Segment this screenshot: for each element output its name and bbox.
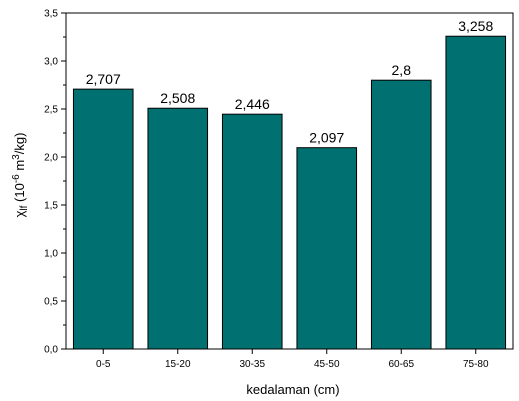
y-tick-label: 1,5 [44, 201, 58, 212]
x-tick-label: 75-80 [463, 359, 489, 370]
x-tick-label: 0-5 [96, 359, 111, 370]
bars: 2,707 2,508 2,446 2,097 2,8 3,258 [72, 18, 507, 350]
x-tick-label: 15-20 [165, 359, 191, 370]
x-tick-label: 45-50 [314, 359, 340, 370]
bar [445, 35, 507, 350]
y-tick-label: 2,5 [44, 105, 58, 116]
bar-value-label: 2,707 [86, 71, 121, 87]
y-tick-label: 3,5 [44, 9, 58, 20]
y-tick-label: 0,5 [44, 297, 58, 308]
y-axis-ticks: 0,0 0,5 1,0 1,5 2,0 2,5 3,0 3,5 [44, 9, 66, 356]
y-tick-label: 1,0 [44, 249, 58, 260]
x-axis-title: kedalaman (cm) [246, 382, 339, 397]
y-axis-title: χlf (10-6 m3/kg) [11, 133, 30, 218]
bar-value-label: 2,8 [392, 62, 412, 78]
plot-frame [65, 12, 514, 350]
bar-value-label: 2,508 [160, 90, 195, 106]
x-tick-label: 60-65 [388, 359, 414, 370]
y-tick-label: 0,0 [44, 345, 58, 356]
bar [147, 107, 209, 350]
x-tick-label: 30-35 [239, 359, 265, 370]
y-tick-label: 3,0 [44, 57, 58, 68]
bar [221, 113, 283, 350]
x-axis-ticks: 0-5 15-20 30-35 45-50 60-65 75-80 [96, 349, 489, 370]
bar-value-label: 2,446 [235, 96, 270, 112]
bar [370, 79, 432, 350]
bar [296, 147, 358, 350]
bar [72, 88, 134, 350]
y-tick-label: 2,0 [44, 153, 58, 164]
bar-value-label: 2,097 [309, 130, 344, 146]
bar-value-label: 3,258 [458, 18, 493, 34]
